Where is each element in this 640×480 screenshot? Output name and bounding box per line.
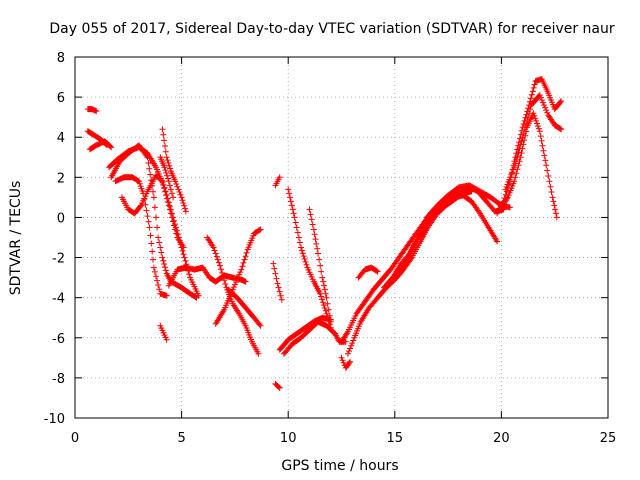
data-point-markers <box>212 226 264 327</box>
plot-frame <box>74 56 609 419</box>
data-point-markers <box>84 106 100 115</box>
series-arc-u <box>306 206 334 325</box>
y-axis-label: SDTVAR / TECUs <box>8 181 24 296</box>
series-arc-z <box>355 264 381 281</box>
series-arc-r <box>276 314 334 353</box>
data-point-markers <box>86 138 115 153</box>
data-point-markers <box>118 172 187 251</box>
chart-title: Day 055 of 2017, Sidereal Day-to-day VTE… <box>49 21 615 37</box>
series-arc-af <box>498 110 560 221</box>
data-point-markers <box>338 354 353 371</box>
data-point-markers <box>272 380 283 391</box>
y-tick-label: -2 <box>52 252 65 267</box>
data-point-markers <box>280 318 339 357</box>
series-arc-n <box>225 286 264 329</box>
x-tick-label: 0 <box>71 431 79 446</box>
y-axis-ticks: -10 -8 -6 -4 -2 0 2 4 6 8 <box>44 51 608 427</box>
y-tick-label: -4 <box>52 292 65 307</box>
y-tick-label: 4 <box>57 131 65 146</box>
x-tick-label: 15 <box>387 431 404 446</box>
series-arc-e <box>108 142 200 301</box>
x-tick-label: 5 <box>177 431 185 446</box>
x-axis-ticks: 0 5 10 15 20 25 <box>71 57 616 446</box>
series-arc-p <box>272 380 283 391</box>
y-tick-label: 6 <box>57 91 65 106</box>
data-point-markers <box>225 286 264 329</box>
y-tick-label: -10 <box>44 412 65 427</box>
series-arc-a <box>84 106 100 115</box>
x-tick-label: 20 <box>493 431 510 446</box>
series-arc-g <box>118 172 187 251</box>
y-tick-label: 0 <box>57 211 65 226</box>
series-arc-m <box>212 226 264 327</box>
series-arc-s <box>280 318 339 357</box>
data-point-markers <box>355 264 381 281</box>
data-point-markers <box>108 142 200 301</box>
series-arc-c <box>86 138 115 153</box>
data-point-markers <box>502 92 565 193</box>
x-axis-label: GPS time / hours <box>281 458 398 474</box>
data-point-markers <box>498 110 560 221</box>
data-point-markers <box>285 186 334 331</box>
x-tick-label: 25 <box>600 431 617 446</box>
x-tick-label: 10 <box>280 431 297 446</box>
series-arc-h <box>159 126 189 215</box>
data-point-markers <box>272 174 283 189</box>
series-arc-j <box>157 322 170 343</box>
series-arc-t <box>285 186 334 331</box>
y-tick-label: 2 <box>57 171 65 186</box>
series-arc-i <box>157 154 177 201</box>
data-point-markers <box>112 174 170 299</box>
data-point-markers <box>306 206 334 325</box>
series-arc-o <box>270 260 285 303</box>
data-points <box>84 76 565 391</box>
data-point-markers <box>270 260 285 303</box>
series-arc-f <box>112 174 170 299</box>
series-arc-ae <box>502 92 565 193</box>
y-tick-label: 8 <box>57 51 65 66</box>
data-point-markers <box>157 154 177 201</box>
y-tick-label: -6 <box>52 332 65 347</box>
series-arc-q <box>272 174 283 189</box>
data-point-markers <box>157 322 170 343</box>
series-arc-w <box>338 354 353 371</box>
data-point-markers <box>159 126 189 215</box>
data-point-markers <box>276 314 334 353</box>
y-tick-label: -8 <box>52 372 65 387</box>
